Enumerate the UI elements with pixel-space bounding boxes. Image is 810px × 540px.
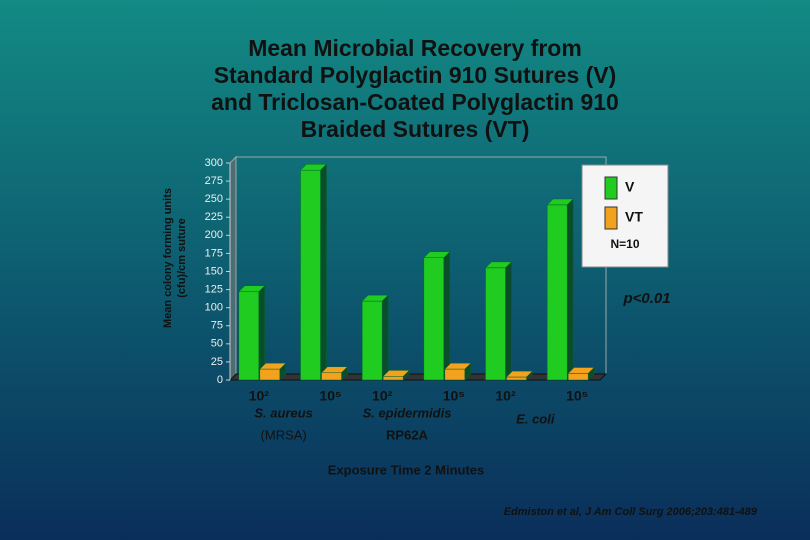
x-tick-label: 10²: [372, 388, 393, 404]
y-tick-label: 100: [205, 302, 223, 314]
bar: [444, 368, 466, 381]
y-tick-label: 250: [205, 193, 223, 205]
group-sublabel: RP62A: [386, 427, 429, 442]
bar-side: [566, 198, 574, 381]
x-tick-label: 10⁵: [443, 388, 465, 404]
y-tick-label: 75: [211, 320, 223, 332]
x-tick-label: 10⁵: [566, 388, 588, 404]
bar: [382, 376, 404, 381]
x-tick-label: 10⁵: [319, 388, 341, 404]
x-tick-label: 10²: [249, 388, 270, 404]
bar-side: [381, 294, 389, 381]
legend-label: VT: [625, 209, 643, 225]
bar: [321, 372, 342, 381]
y-axis-label: Mean colony forming units: [162, 188, 174, 328]
y-tick-label: 125: [205, 283, 223, 295]
legend-label: V: [625, 179, 635, 195]
chart-title: Mean Microbial Recovery from: [248, 35, 582, 61]
group-label: S. epidermidis: [363, 405, 452, 420]
bar: [546, 204, 568, 381]
chart-title: Standard Polyglactin 910 Sutures (V): [214, 62, 617, 88]
citation: Edmiston et al, J Am Coll Surg 2006;203:…: [504, 506, 758, 518]
bar: [238, 291, 260, 381]
legend-swatch: [604, 176, 618, 200]
bar-side: [443, 251, 451, 381]
bar: [567, 373, 589, 381]
bar-side: [505, 261, 512, 381]
x-axis-label: Exposure Time 2 Minutes: [328, 462, 485, 477]
chart-title: Braided Sutures (VT): [301, 116, 530, 142]
y-tick-label: 175: [205, 247, 223, 259]
bar: [259, 368, 281, 381]
bar: [423, 257, 445, 381]
chart-title: and Triclosan-Coated Polyglactin 910: [211, 89, 619, 115]
y-tick-label: 25: [211, 356, 223, 368]
annotation: p<0.01: [622, 290, 670, 307]
bar: [485, 267, 506, 381]
group-label: S. aureus: [254, 405, 313, 420]
x-tick-label: 10²: [495, 388, 516, 404]
legend-box: [581, 164, 669, 268]
legend-swatch: [604, 206, 618, 230]
bar-side: [320, 163, 327, 381]
y-tick-label: 50: [211, 338, 223, 350]
side-wall: [229, 155, 237, 382]
group-label: E. coli: [516, 411, 555, 426]
bar: [361, 300, 383, 381]
bar: [506, 376, 527, 381]
bar: [300, 169, 321, 381]
y-tick-label: 275: [205, 175, 223, 187]
y-tick-label: 225: [205, 211, 223, 223]
legend-note: N=10: [610, 237, 639, 251]
y-tick-label: 300: [205, 157, 223, 169]
y-tick-label: 150: [205, 265, 223, 277]
y-tick-label: 200: [205, 229, 223, 241]
y-tick-label: 0: [217, 374, 223, 386]
group-sublabel: (MRSA): [261, 427, 307, 442]
y-axis-label: (cfu)/cm suture: [176, 218, 188, 297]
